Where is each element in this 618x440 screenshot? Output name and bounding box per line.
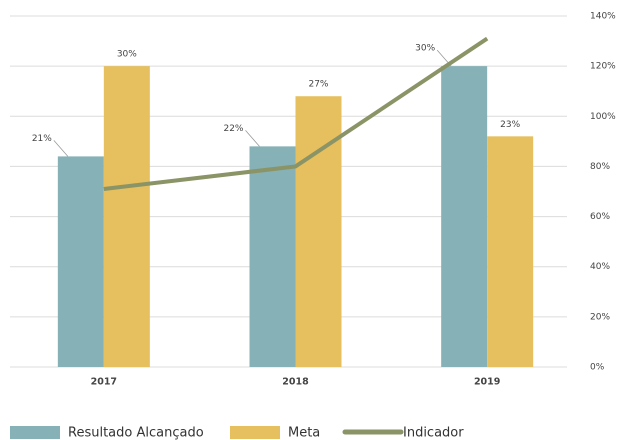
x-tick-label: 2018: [282, 377, 309, 388]
value-label: 30%: [117, 50, 137, 60]
y2-tick-label: 0%: [590, 363, 605, 373]
value-label: 30%: [415, 44, 435, 54]
bar: [249, 146, 296, 367]
value-label: 23%: [500, 120, 520, 130]
y2-tick-label: 120%: [590, 62, 616, 72]
bar: [295, 96, 342, 367]
value-label: 27%: [308, 80, 328, 90]
leader-line: [53, 140, 69, 157]
value-label: 21%: [32, 134, 52, 144]
bar: [487, 136, 534, 367]
value-label: 22%: [223, 124, 243, 134]
x-tick-label: 2017: [91, 377, 117, 388]
legend-label: Indicador: [403, 426, 464, 440]
y2-tick-label: 100%: [590, 112, 616, 122]
legend-label: Meta: [288, 426, 320, 440]
bar: [441, 66, 488, 368]
y2-tick-label: 40%: [590, 262, 610, 272]
bar: [57, 156, 104, 367]
line-series: [103, 36, 489, 191]
y2-tick-label: 80%: [590, 162, 610, 172]
leader-line: [245, 130, 260, 147]
y2-tick-label: 60%: [590, 212, 610, 222]
x-tick-label: 2019: [474, 377, 500, 388]
legend-swatch: [230, 426, 280, 439]
y2-tick-label: 140%: [590, 12, 616, 22]
legend-swatch: [10, 426, 60, 439]
bar: [103, 66, 150, 368]
y2-tick-label: 20%: [590, 312, 610, 322]
legend-label: Resultado Alcançado: [68, 426, 204, 440]
